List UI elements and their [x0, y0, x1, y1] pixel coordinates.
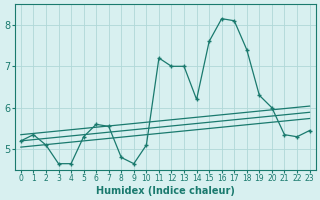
X-axis label: Humidex (Indice chaleur): Humidex (Indice chaleur) — [96, 186, 235, 196]
